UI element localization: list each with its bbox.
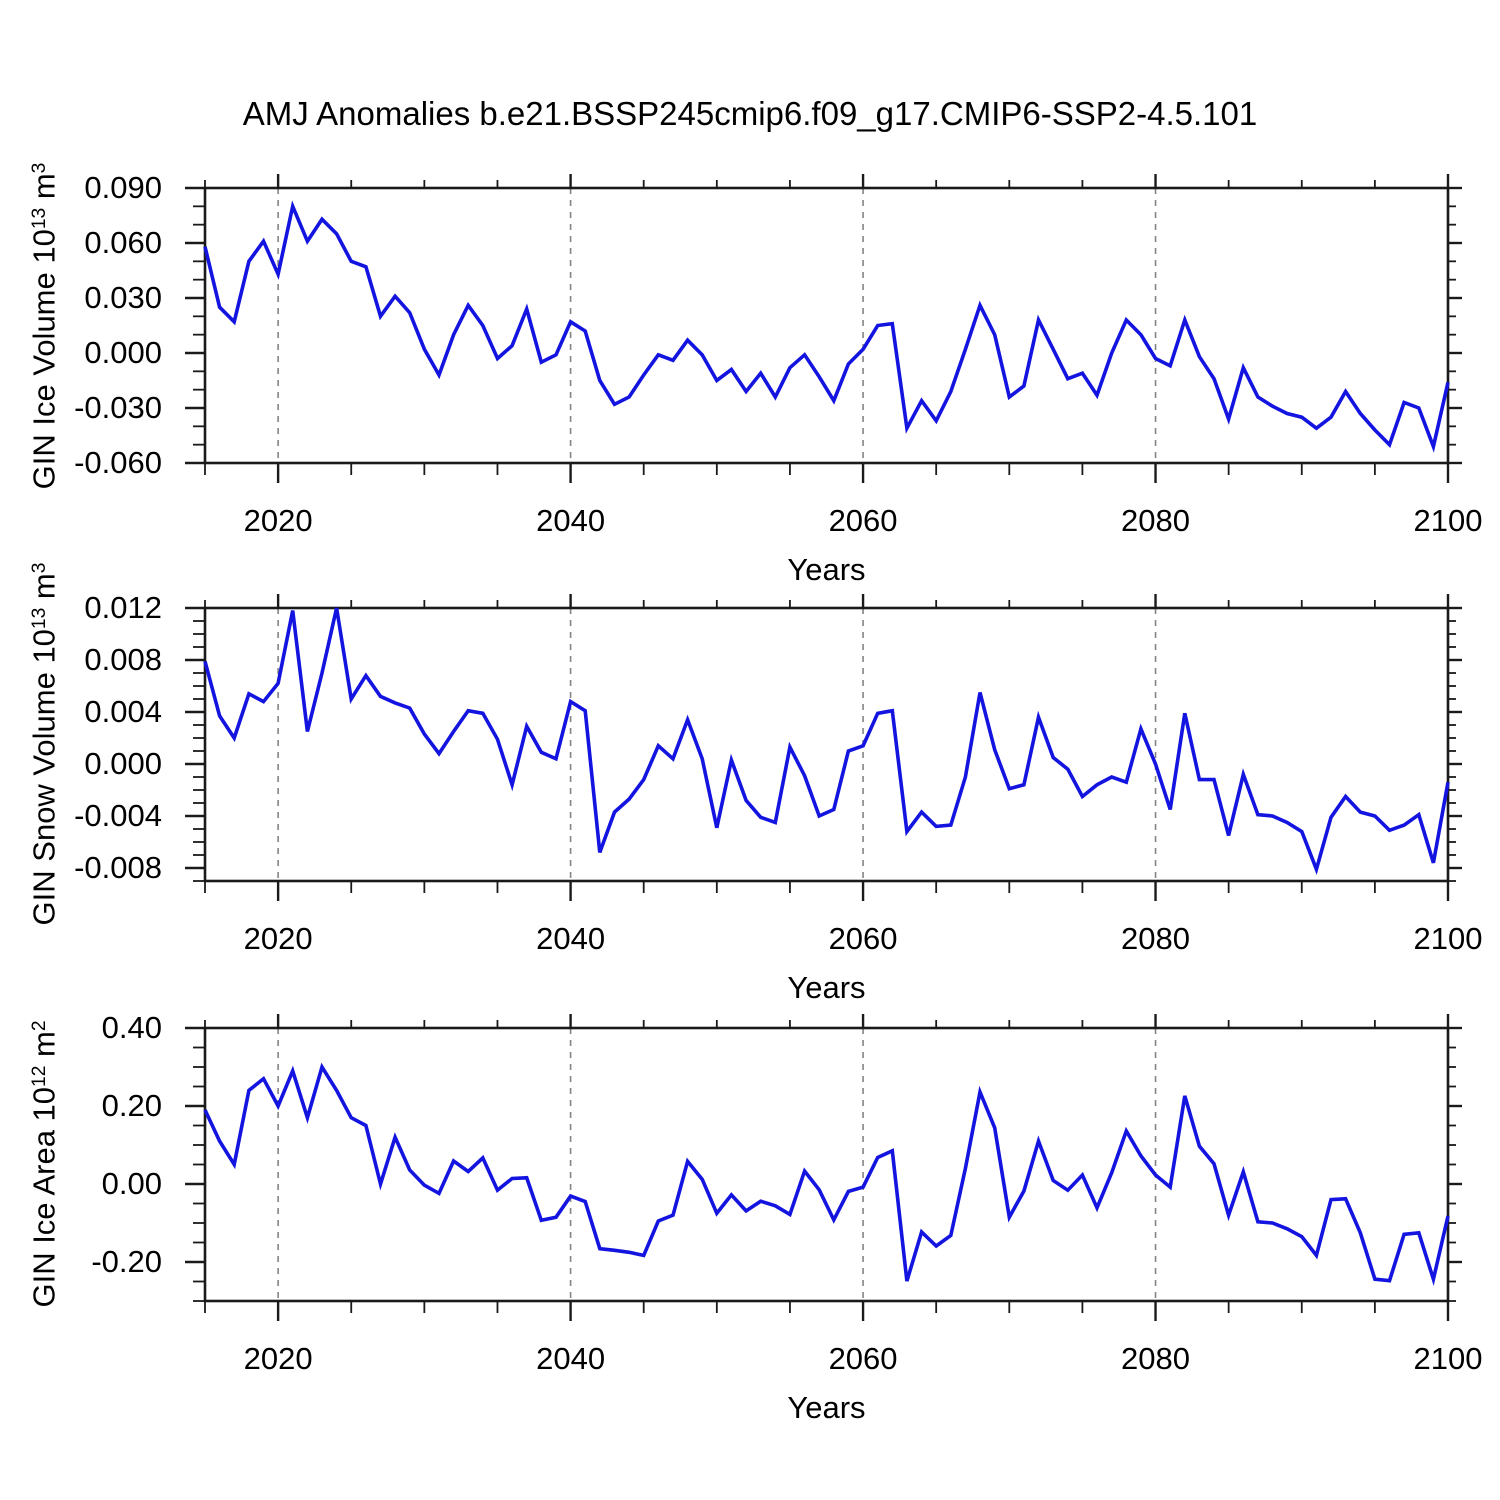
series-line-gin-snow-volume <box>203 607 1450 875</box>
x-axis-label-panel3: Years <box>787 1390 866 1425</box>
x-tick-label-gin-ice-area: 2060 <box>828 1341 898 1376</box>
x-tick-label-gin-snow-volume: 2040 <box>536 921 606 956</box>
x-tick-label-gin-ice-volume: 2020 <box>243 503 313 538</box>
y-tick-label-gin-ice-volume: 0.090 <box>84 170 162 205</box>
y-tick-label-gin-snow-volume: 0.004 <box>84 694 162 729</box>
x-tick-label-gin-ice-area: 2040 <box>536 1341 606 1376</box>
x-axis-label-panel2: Years <box>787 970 866 1005</box>
y-tick-label-gin-ice-volume: 0.030 <box>84 280 162 315</box>
plot-box-gin-ice-volume <box>203 186 1450 465</box>
y-tick-label-gin-snow-volume: -0.004 <box>74 798 162 833</box>
x-tick-label-gin-snow-volume: 2100 <box>1413 921 1483 956</box>
x-tick-label-gin-ice-volume: 2060 <box>828 503 898 538</box>
x-tick-label-gin-ice-volume: 2100 <box>1413 503 1483 538</box>
x-axis-label-panel1: Years <box>787 552 866 587</box>
chart-title: AMJ Anomalies b.e21.BSSP245cmip6.f09_g17… <box>242 95 1258 132</box>
y-tick-label-gin-snow-volume: -0.008 <box>74 850 162 885</box>
x-tick-label-gin-snow-volume: 2080 <box>1121 921 1190 956</box>
exponent: 12 <box>29 1065 50 1087</box>
x-tick-label-gin-ice-volume: 2080 <box>1121 503 1190 538</box>
x-tick-label-gin-ice-area: 2080 <box>1121 1341 1190 1376</box>
x-tick-label-gin-ice-area: 2020 <box>243 1341 313 1376</box>
plot-box-gin-snow-volume <box>203 606 1450 883</box>
y-tick-label-gin-ice-volume: -0.060 <box>74 445 162 480</box>
y-tick-label-gin-ice-area: 0.00 <box>101 1166 162 1201</box>
y-tick-label-gin-ice-area: 0.40 <box>101 1010 162 1045</box>
y-tick-label-gin-ice-volume: 0.060 <box>84 225 162 260</box>
y-tick-label-gin-snow-volume: 0.000 <box>84 746 162 781</box>
x-tick-label-gin-snow-volume: 2020 <box>243 921 313 956</box>
x-tick-label-gin-ice-area: 2100 <box>1413 1341 1483 1376</box>
x-tick-label-gin-ice-volume: 2040 <box>536 503 606 538</box>
series-line-gin-ice-area <box>203 1062 1450 1287</box>
y-tick-label-gin-ice-area: -0.20 <box>91 1244 162 1279</box>
x-tick-label-gin-snow-volume: 2060 <box>828 921 898 956</box>
y-tick-label-gin-snow-volume: 0.008 <box>84 642 162 677</box>
y-tick-label-gin-ice-area: 0.20 <box>101 1088 162 1123</box>
y-tick-label-gin-ice-volume: 0.000 <box>84 335 162 370</box>
y-tick-label-gin-ice-volume: -0.030 <box>74 390 162 425</box>
exponent: 3 <box>29 562 50 574</box>
y-tick-label-gin-snow-volume: 0.012 <box>84 590 162 625</box>
series-line-gin-ice-volume <box>203 200 1450 453</box>
plot-box-gin-ice-area <box>203 1026 1450 1303</box>
